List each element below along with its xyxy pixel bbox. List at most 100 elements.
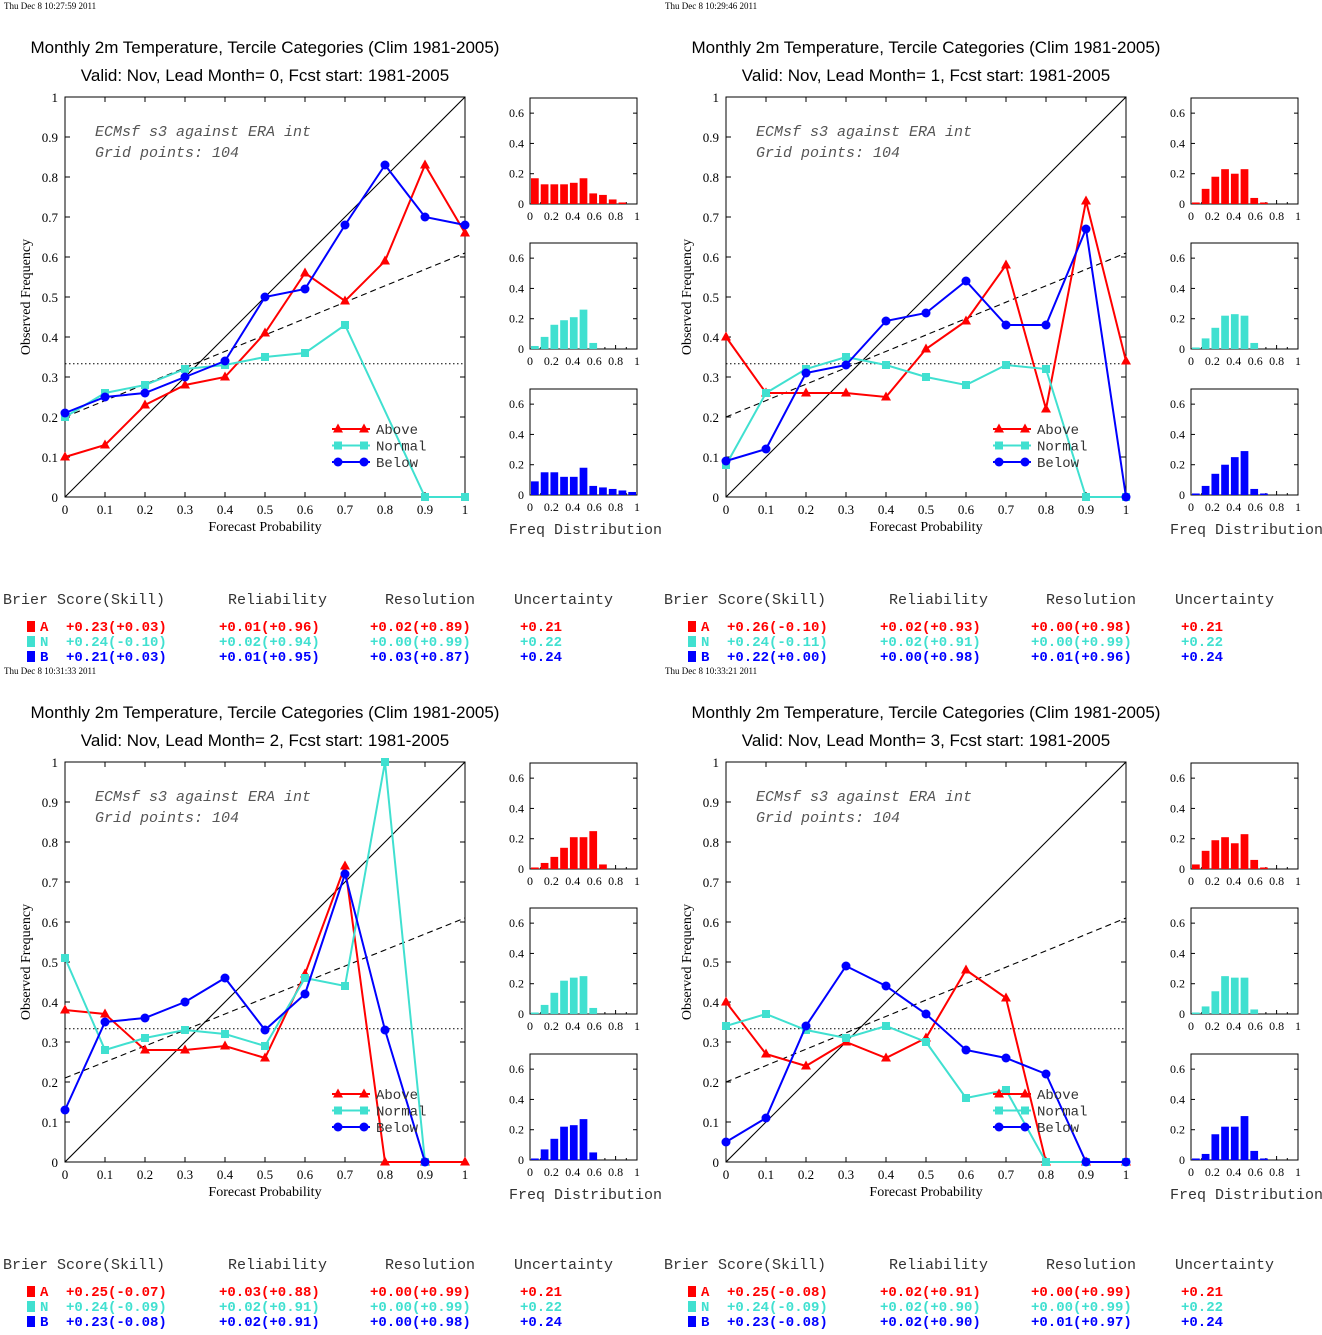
legend-label: Above: [376, 423, 418, 439]
data-point: [340, 220, 350, 230]
hist-y-tick-label: 0.4: [509, 136, 524, 150]
uncertainty-value: +0.22: [1181, 1300, 1223, 1316]
y-tick-label: 0: [52, 490, 59, 505]
hist-y-tick-label: 0.2: [509, 977, 524, 991]
annotation-line: ECMsf s3 against ERA int: [95, 124, 311, 141]
hist-x-tick-label: 0.2: [1205, 354, 1220, 368]
y-tick-label: 0.7: [703, 210, 720, 225]
category-swatch: [688, 651, 696, 662]
y-tick-label: 0.8: [42, 170, 58, 185]
resolution-value: +0.00(+0.98): [1031, 620, 1132, 636]
header-uncertainty: Uncertainty: [1175, 1257, 1274, 1274]
histogram-bar: [1201, 850, 1210, 869]
y-tick-label: 0.6: [42, 915, 59, 930]
hist-y-tick-label: 0: [1179, 488, 1185, 502]
hist-y-tick-label: 0.4: [509, 427, 524, 441]
annotation-line: Grid points: 104: [95, 145, 239, 162]
category-swatch: [688, 621, 696, 632]
data-point: [340, 869, 350, 879]
annotation-line: Grid points: 104: [756, 810, 900, 827]
header-resolution: Resolution: [385, 1257, 475, 1274]
header-uncertainty: Uncertainty: [1175, 592, 1274, 609]
hist-x-tick-label: 0.4: [565, 874, 580, 888]
resolution-value: +0.01(+0.96): [1031, 650, 1132, 666]
y-axis-title: Observed Frequency: [19, 239, 34, 355]
regression-line: [725, 252, 1127, 418]
reliability-value: +0.00(+0.98): [880, 650, 981, 666]
header-resolution: Resolution: [1046, 592, 1136, 609]
legend-marker: [359, 1122, 369, 1132]
y-tick-label: 0.3: [42, 370, 58, 385]
y-axis-title: Observed Frequency: [19, 904, 34, 1020]
hist-y-tick-label: 0: [518, 862, 524, 876]
histogram-bar: [560, 1126, 568, 1160]
histogram-bar: [540, 862, 549, 869]
histogram-bar: [589, 1152, 598, 1160]
histogram-bar: [1221, 464, 1229, 495]
hist-y-tick-label: 0.4: [1170, 281, 1185, 295]
data-point: [260, 1025, 270, 1035]
data-point: [801, 368, 811, 378]
hist-y-tick-label: 0.6: [509, 251, 524, 265]
legend-marker: [1020, 1088, 1030, 1098]
chart-subtitle: Valid: Nov, Lead Month= 3, Fcst start: 1…: [742, 731, 1110, 750]
histogram-bar: [1201, 1153, 1210, 1160]
hist-x-tick-label: 0.2: [1205, 500, 1220, 514]
freq-distribution-label: Freq Distribution: [1170, 1187, 1322, 1204]
histogram-bar: [1230, 173, 1239, 204]
hist-y-tick-label: 0.6: [509, 1062, 524, 1076]
data-point: [420, 1157, 430, 1167]
y-axis-title: Observed Frequency: [680, 239, 695, 355]
histogram-bar: [540, 184, 549, 204]
series-line: [64, 323, 465, 498]
data-point: [300, 989, 310, 999]
histogram-normal: 0 0.2 0.4 0.6 0 0.2 0.4 0.6 0.8 1: [1170, 242, 1301, 368]
x-tick-label: 0.3: [177, 502, 193, 517]
hist-y-tick-label: 0.4: [509, 946, 524, 960]
y-tick-label: 0.2: [42, 410, 58, 425]
hist-x-tick-label: 1: [1295, 874, 1301, 888]
hist-x-tick-label: 0: [527, 874, 533, 888]
y-axis-title: Observed Frequency: [680, 904, 695, 1020]
reliability-value: +0.02(+0.94): [219, 635, 320, 651]
x-tick-label: 0.1: [97, 1167, 113, 1182]
data-point: [100, 439, 110, 449]
y-tick-label: 0.7: [42, 210, 59, 225]
hist-x-tick-label: 0.4: [565, 500, 580, 514]
series-below: [721, 961, 1131, 1167]
hist-x-tick-label: 0.6: [1248, 874, 1263, 888]
data-point: [380, 255, 390, 265]
y-tick-label: 0.6: [703, 915, 720, 930]
uncertainty-value: +0.22: [520, 635, 562, 651]
brier-value: +0.22(+0.00): [727, 650, 828, 666]
reliability-plot: 0 0.1 0.2 0.3 0.4 0.5 0.6 0.7 0.8 0.9 1 0 0.1 0.2 0.3 0…: [680, 90, 1131, 535]
histogram-bar: [1250, 859, 1259, 869]
data-point: [181, 1026, 189, 1034]
data-point: [721, 996, 731, 1006]
hist-x-tick-label: 0: [1188, 1165, 1194, 1179]
reliability-value: +0.02(+0.90): [880, 1300, 981, 1316]
reliability-value: +0.01(+0.95): [219, 650, 320, 666]
hist-y-tick-label: 0: [518, 1153, 524, 1167]
data-point: [341, 321, 349, 329]
hist-x-tick-label: 1: [1295, 1165, 1301, 1179]
hist-x-tick-label: 0.4: [565, 1019, 580, 1033]
y-tick-label: 0.9: [42, 130, 58, 145]
histogram-bar: [579, 467, 588, 495]
hist-x-tick-label: 0: [527, 1019, 533, 1033]
data-point: [380, 1025, 390, 1035]
histogram-bar: [1250, 1150, 1259, 1160]
legend-label: Below: [1037, 456, 1080, 472]
reliability-value: +0.02(+0.91): [219, 1315, 320, 1330]
data-point: [1042, 365, 1050, 373]
hist-x-tick-label: 0.2: [544, 1019, 559, 1033]
histogram-bar: [1230, 457, 1239, 495]
series-below: [60, 869, 430, 1167]
category-swatch: [27, 1316, 35, 1327]
histogram-below: 0 0.2 0.4 0.6 0 0.2 0.4 0.6 0.8 1: [509, 388, 640, 514]
uncertainty-value: +0.24: [1181, 1315, 1223, 1330]
panel-2: Thu Dec 8 10:31:33 2011 Monthly 2m Temper…: [3, 666, 662, 1331]
histogram-bar: [560, 184, 568, 204]
hist-x-tick-label: 0.6: [1248, 209, 1263, 223]
